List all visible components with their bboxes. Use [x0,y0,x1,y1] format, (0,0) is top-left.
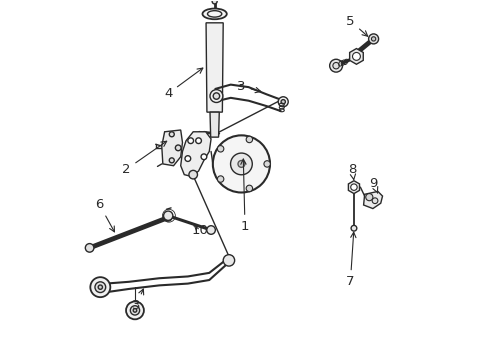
Circle shape [207,226,215,234]
Circle shape [264,161,270,167]
Circle shape [213,93,220,99]
Circle shape [366,194,373,201]
Circle shape [278,97,288,107]
Circle shape [213,135,270,193]
Text: 5: 5 [346,14,368,36]
Circle shape [351,225,357,231]
Circle shape [218,176,224,182]
Circle shape [185,156,191,161]
Circle shape [130,306,140,315]
Text: 2: 2 [122,141,167,176]
Text: 8: 8 [348,163,356,180]
Circle shape [196,138,201,144]
Polygon shape [181,132,211,176]
Circle shape [333,63,339,69]
Circle shape [188,138,194,144]
Circle shape [231,153,252,175]
Circle shape [368,34,379,44]
Circle shape [351,184,357,190]
Polygon shape [206,23,223,112]
Circle shape [90,277,110,297]
Circle shape [212,0,217,4]
Text: 6: 6 [95,198,115,232]
Circle shape [330,59,343,72]
Text: 3: 3 [237,80,261,93]
Text: 10: 10 [192,224,209,237]
Polygon shape [348,181,360,194]
Text: 9: 9 [369,177,378,193]
Circle shape [164,211,173,220]
Circle shape [352,53,360,60]
Circle shape [85,244,94,252]
Circle shape [371,37,376,41]
Circle shape [210,90,223,103]
Circle shape [189,170,197,179]
Polygon shape [210,112,220,137]
Circle shape [169,132,174,137]
Circle shape [218,145,224,152]
Circle shape [201,154,207,159]
Circle shape [95,282,106,293]
Circle shape [126,301,144,319]
Circle shape [165,214,172,221]
Circle shape [175,145,181,151]
Circle shape [98,285,102,289]
Circle shape [246,136,252,143]
Polygon shape [350,49,363,64]
Circle shape [223,255,235,266]
Text: 4: 4 [164,68,203,100]
Text: 7: 7 [346,232,356,288]
Circle shape [133,309,137,312]
Circle shape [169,158,174,163]
Circle shape [281,100,285,104]
Circle shape [372,198,378,203]
Circle shape [246,185,252,192]
Text: 1: 1 [241,159,249,233]
Circle shape [238,161,245,167]
Ellipse shape [202,9,227,19]
Ellipse shape [207,11,222,17]
Text: 3: 3 [132,289,144,312]
Polygon shape [162,130,182,166]
Polygon shape [364,192,383,208]
